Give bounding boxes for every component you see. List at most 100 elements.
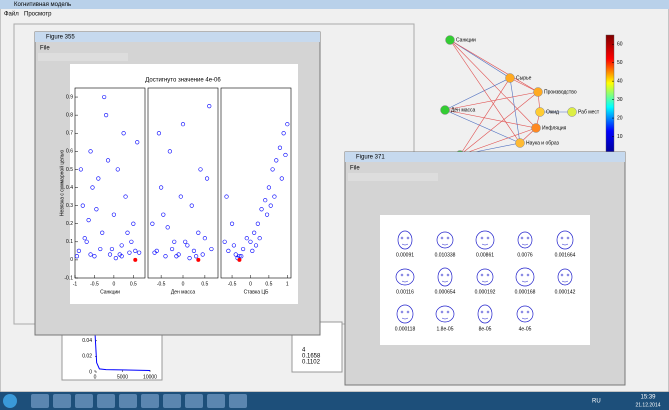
scatter-point [248, 239, 253, 244]
line-series [94, 332, 151, 371]
taskbar-app[interactable] [229, 394, 247, 408]
scatter-point [281, 131, 286, 136]
node[interactable] [440, 105, 450, 115]
taskbar-app[interactable] [53, 394, 71, 408]
table-cell: 4 [302, 348, 306, 354]
edge [459, 91, 539, 156]
scatter-point [200, 252, 205, 257]
scatter-point [161, 212, 166, 217]
x-tick-label: 0 [112, 281, 115, 287]
mouth [441, 280, 449, 283]
scatter-point [105, 158, 111, 163]
y-tick-label: 0.5 [66, 167, 73, 173]
taskbar-app[interactable] [97, 394, 115, 408]
scatter-point [274, 158, 279, 163]
menu-item[interactable]: Просмотр [24, 12, 52, 18]
eye [446, 236, 450, 240]
mouth [481, 317, 489, 320]
y-tick-label: -0.1 [64, 275, 73, 281]
scatter-point [189, 203, 194, 208]
taskbar-app[interactable] [141, 394, 159, 408]
edge [449, 39, 537, 129]
taskbar-app[interactable] [185, 394, 203, 408]
edge [449, 39, 539, 93]
scatter-point [263, 198, 268, 203]
taskbar-app[interactable] [31, 394, 49, 408]
eye [566, 236, 570, 240]
taskbar-app[interactable] [119, 394, 137, 408]
x-tick-label: -0.5 [228, 281, 237, 287]
taskbar: RU 15:39 21.12.2014 [0, 392, 669, 410]
scatter-point [137, 250, 142, 255]
scatter-point [185, 243, 190, 248]
node[interactable] [515, 138, 525, 148]
main-titlebar [0, 0, 669, 9]
face [515, 267, 535, 287]
scatter-point [244, 236, 249, 241]
main-title: Когнитивная модель [14, 2, 71, 8]
scatter-point [100, 230, 105, 235]
best-point [237, 257, 242, 262]
menu-item[interactable]: File [350, 166, 360, 172]
y-tick-label: 0.8 [66, 112, 73, 118]
node-label: Инфляция [542, 125, 567, 131]
scatter-point [88, 252, 93, 257]
mouth [521, 243, 529, 246]
menu-item[interactable]: Файл [4, 11, 19, 18]
node[interactable] [505, 73, 515, 83]
y-tick-label: 0.9 [66, 94, 73, 100]
eye [486, 273, 490, 277]
menu-item[interactable]: File [40, 46, 50, 52]
scatter-point [111, 212, 116, 217]
scatter-point [250, 248, 255, 253]
scatter-point [204, 176, 210, 181]
scatter-point [76, 248, 81, 253]
scatter-point [266, 185, 271, 190]
face [476, 268, 494, 286]
node[interactable] [445, 35, 455, 45]
taskbar-app[interactable] [75, 394, 93, 408]
edge [449, 39, 511, 79]
clock-time: 15:39 [640, 395, 656, 401]
face [395, 268, 415, 286]
scatter-point [74, 254, 80, 259]
lang[interactable]: RU [592, 399, 601, 405]
mouth [561, 280, 569, 283]
node[interactable] [535, 107, 545, 117]
taskbar-app[interactable] [207, 394, 225, 408]
node[interactable] [533, 87, 543, 97]
scatter-point [283, 152, 288, 158]
scatter-point [277, 145, 283, 150]
best-point [196, 257, 201, 262]
scatter-point [135, 140, 140, 145]
start-button[interactable] [3, 394, 17, 408]
mouth [401, 280, 409, 283]
scatter-point [150, 221, 155, 226]
x-axis-label: Санкции [100, 289, 120, 295]
table-cell: 0.1658 [302, 354, 321, 360]
face [556, 230, 574, 250]
scatter-point [165, 225, 170, 230]
axes-box [74, 87, 146, 279]
eye [406, 310, 410, 314]
eye [406, 236, 410, 240]
figure-355: Figure 355 File Достигнуто значение 4e-0… [34, 31, 321, 336]
scatter-point [115, 167, 120, 172]
face [437, 267, 453, 287]
node[interactable] [531, 123, 541, 133]
face [516, 305, 534, 323]
mouth [441, 317, 449, 320]
eye [440, 236, 444, 240]
face-label: 8e-05 [479, 326, 492, 332]
scatter-point [78, 167, 83, 172]
x-axis-label: Ден масса [171, 289, 196, 295]
scatter-point [94, 207, 99, 212]
scatter-point [86, 217, 91, 223]
taskbar-app[interactable] [163, 394, 181, 408]
face-label: 0.00116 [396, 289, 414, 295]
edge [509, 77, 521, 144]
scatter-point [88, 149, 93, 154]
scatter-point [102, 94, 107, 100]
mouth [401, 317, 409, 320]
node[interactable] [567, 107, 577, 117]
